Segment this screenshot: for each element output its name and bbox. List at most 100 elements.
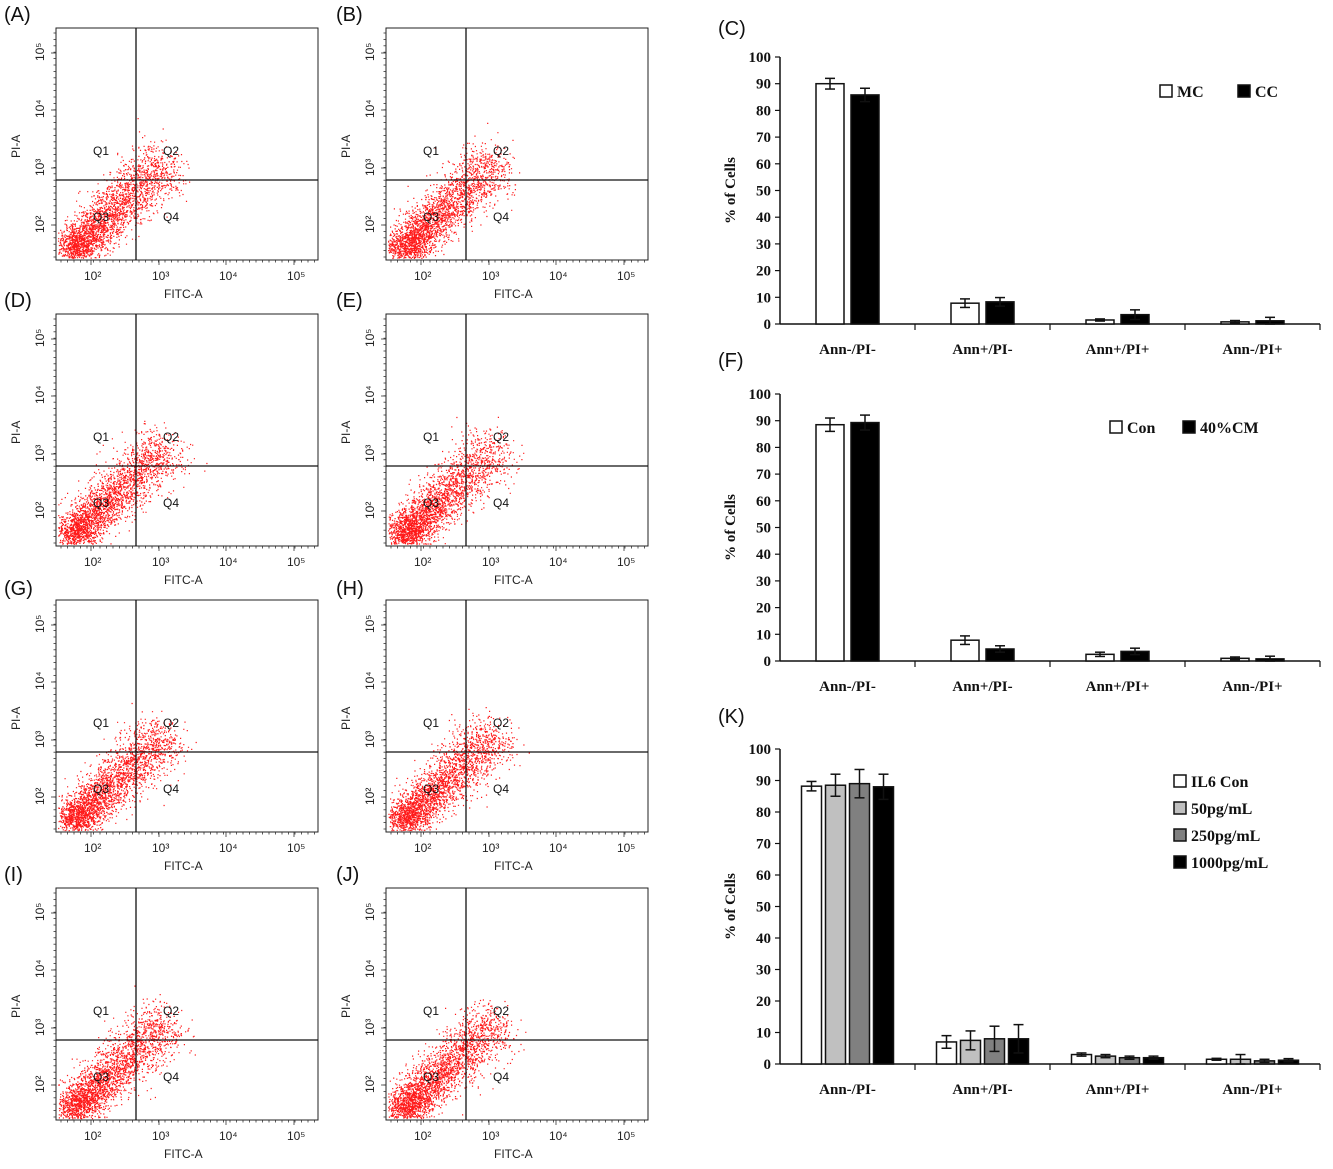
x-tick-label: 10³ (482, 841, 499, 855)
y-tick-label: 10⁵ (363, 615, 377, 633)
event-dots (58, 985, 196, 1120)
bar (850, 421, 880, 662)
flow-plot-frame (55, 27, 319, 261)
y-tick-label: 0 (764, 317, 772, 333)
x-tick-label: 10² (84, 555, 101, 569)
y-tick-label: 10³ (33, 159, 47, 176)
category-label: Ann-/PI- (819, 1082, 876, 1098)
y-axis-label: PI-A (339, 707, 353, 730)
event-dot-cloud (388, 707, 530, 832)
y-tick-label: 10² (33, 216, 47, 233)
x-tick-label: 10² (414, 555, 431, 569)
x-tick-label: 10⁴ (549, 1129, 568, 1143)
y-axis-label: PI-A (9, 135, 23, 158)
x-tick-label: 10³ (152, 841, 169, 855)
quadrant-label-q4: Q4 (163, 496, 179, 510)
bar (850, 94, 880, 325)
legend-label: CC (1255, 84, 1278, 101)
flow-plot-d: Q1 Q2 Q3 Q4 10² 10³ 10⁴ 10⁵ 10² 10³ 10⁴ 10⁵ FITC-A PI… (9, 313, 319, 587)
panel-label-i: (I) (4, 864, 23, 886)
y-axis-label: % of Cells (723, 157, 739, 224)
quadrant-label-q4: Q4 (163, 210, 179, 224)
y-tick-label: 10⁵ (363, 903, 377, 921)
category-label: Ann+/PI+ (1086, 1082, 1150, 1098)
y-tick-label: 10² (363, 788, 377, 805)
x-tick-label: 10² (84, 1129, 101, 1143)
x-tick-label: 10⁴ (219, 269, 238, 283)
y-tick-label: 60 (756, 868, 771, 884)
event-dots (58, 420, 208, 545)
x-tick-label: 10³ (482, 555, 499, 569)
quadrant-label-q4: Q4 (163, 782, 179, 796)
y-tick-label: 80 (756, 440, 771, 456)
panel-label-d: (D) (4, 290, 32, 312)
y-axis-label: PI-A (339, 421, 353, 444)
y-tick-label: 100 (749, 50, 772, 66)
y-tick-label: 0 (764, 654, 772, 670)
panel-label-c: (C) (718, 18, 746, 40)
y-tick-label: 30 (756, 963, 771, 979)
x-tick-label: 10² (414, 269, 431, 283)
y-axis-label: % of Cells (723, 873, 739, 940)
quadrant-label-q2: Q2 (163, 716, 179, 730)
quadrant-label-q1: Q1 (423, 716, 439, 730)
legend-label: IL6 Con (1191, 774, 1248, 791)
x-axis-label: FITC-A (164, 859, 203, 873)
quadrant-label-q2: Q2 (163, 1004, 179, 1018)
x-tick-label: 10⁵ (287, 269, 305, 283)
x-tick-label: 10³ (482, 269, 499, 283)
y-tick-label: 10³ (33, 731, 47, 748)
category-label: Ann+/PI+ (1086, 342, 1150, 358)
x-tick-label: 10⁵ (287, 555, 305, 569)
y-tick-label: 30 (756, 574, 771, 590)
y-tick-label: 60 (756, 494, 771, 510)
quadrant-label-q2: Q2 (493, 1004, 509, 1018)
y-tick-label: 40 (756, 931, 771, 947)
x-tick-label: 10⁴ (549, 555, 568, 569)
y-tick-label: 50 (756, 521, 771, 537)
category-label: Ann+/PI- (952, 679, 1012, 695)
y-axis-label: PI-A (339, 135, 353, 158)
bar (848, 782, 871, 1065)
legend-label: 1000pg/mL (1191, 855, 1268, 872)
y-tick-label: 10⁴ (363, 959, 377, 978)
legend-label: 50pg/mL (1191, 801, 1252, 818)
flow-plot-frame (385, 887, 649, 1121)
y-tick-label: 10 (756, 627, 771, 643)
y-tick-label: 10⁴ (363, 671, 377, 690)
flow-plot-frame (385, 313, 649, 547)
y-tick-label: 10² (33, 788, 47, 805)
y-tick-label: 10² (33, 502, 47, 519)
panel-label-a: (A) (4, 4, 31, 26)
y-tick-label: 10⁵ (33, 903, 47, 921)
x-axis-label: FITC-A (494, 859, 533, 873)
quadrant-label-q3: Q3 (423, 210, 439, 224)
legend-swatch (1173, 855, 1187, 869)
y-tick-label: 10⁵ (33, 329, 47, 347)
event-dots (58, 118, 191, 260)
legend: MC CC (1159, 84, 1278, 101)
event-dot-cloud (388, 416, 525, 546)
x-tick-label: 10⁴ (219, 841, 238, 855)
category-label: Ann+/PI- (952, 342, 1012, 358)
flow-plot-h: Q1 Q2 Q3 Q4 10² 10³ 10⁴ 10⁵ 10² 10³ 10⁴ 10⁵ FITC-A PI… (339, 599, 649, 873)
legend-swatch (1173, 774, 1187, 788)
bar-chart-c: 0 10 20 30 40 50 60 70 80 90 100 % of Cells Ann-/PI-… (723, 50, 1321, 358)
y-tick-label: 90 (756, 414, 771, 430)
x-axis-label: FITC-A (164, 573, 203, 587)
y-tick-label: 70 (756, 467, 771, 483)
y-tick-label: 90 (756, 774, 771, 790)
x-axis-label: FITC-A (494, 287, 533, 301)
legend-label: Con (1127, 420, 1156, 437)
y-tick-label: 10³ (33, 1019, 47, 1036)
panel-label-f: (F) (718, 350, 744, 372)
y-axis-label: PI-A (339, 995, 353, 1018)
y-tick-label: 100 (749, 742, 772, 758)
y-tick-label: 10⁴ (33, 959, 47, 978)
y-tick-label: 10⁴ (33, 671, 47, 690)
quadrant-label-q4: Q4 (493, 210, 509, 224)
x-tick-label: 10⁵ (617, 555, 635, 569)
quadrant-label-q4: Q4 (493, 1070, 509, 1084)
bar (824, 784, 847, 1065)
category-label: Ann-/PI+ (1222, 342, 1282, 358)
